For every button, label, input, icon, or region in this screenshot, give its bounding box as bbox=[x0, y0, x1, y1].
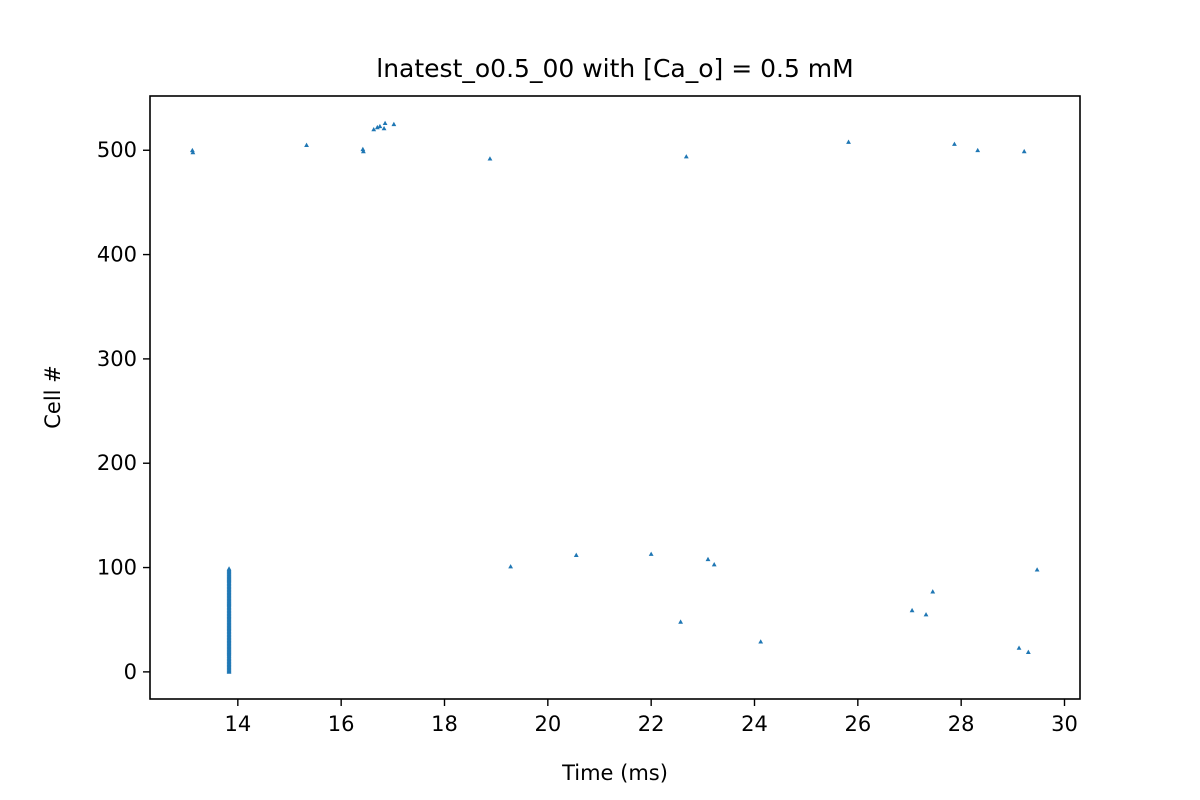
spike-point bbox=[381, 125, 387, 131]
x-tick-label: 24 bbox=[741, 712, 768, 736]
spike-point bbox=[189, 147, 195, 153]
spike-point bbox=[930, 589, 936, 594]
spike-point bbox=[360, 146, 366, 152]
x-tick-label: 16 bbox=[328, 712, 355, 736]
plot-frame bbox=[149, 95, 1081, 700]
spike-point bbox=[360, 148, 366, 154]
spike-point bbox=[1016, 645, 1022, 650]
spike-point bbox=[678, 619, 684, 624]
x-tick-label: 18 bbox=[431, 712, 458, 736]
x-tick-label: 14 bbox=[224, 712, 251, 736]
y-axis-title: Cell # bbox=[41, 365, 65, 429]
x-axis-title: Time (ms) bbox=[561, 761, 668, 785]
spike-point bbox=[508, 564, 514, 569]
spike-point bbox=[377, 123, 383, 129]
y-tick-label: 0 bbox=[124, 660, 137, 684]
spike-point bbox=[846, 139, 851, 144]
spike-point bbox=[648, 551, 654, 556]
spike-column-point bbox=[226, 566, 232, 571]
spike-point bbox=[711, 562, 717, 567]
spike-point bbox=[909, 607, 915, 613]
data-points bbox=[189, 120, 1040, 674]
spike-point bbox=[758, 639, 764, 644]
spike-point bbox=[573, 552, 579, 557]
spike-point bbox=[705, 556, 711, 562]
chart-title: lnatest_o0.5_00 with [Ca_o] = 0.5 mM bbox=[376, 54, 853, 83]
y-tick-label: 200 bbox=[97, 451, 137, 475]
spike-point bbox=[952, 141, 957, 146]
y-tick-label: 500 bbox=[97, 138, 137, 162]
y-tick-label: 400 bbox=[97, 243, 137, 267]
x-tick-label: 30 bbox=[1051, 712, 1078, 736]
spike-point bbox=[304, 142, 309, 147]
spike-point bbox=[1021, 148, 1027, 154]
spike-point bbox=[382, 120, 388, 126]
spike-point bbox=[1025, 649, 1031, 654]
spike-point bbox=[371, 126, 377, 132]
x-tick-label: 28 bbox=[948, 712, 975, 736]
y-tick-label: 100 bbox=[97, 556, 137, 580]
x-tick-label: 26 bbox=[844, 712, 871, 736]
spike-point bbox=[1034, 567, 1040, 572]
y-tick-label: 300 bbox=[97, 347, 137, 371]
spike-point bbox=[487, 156, 493, 161]
spike-point bbox=[391, 121, 397, 127]
spike-point bbox=[190, 149, 196, 155]
spike-point bbox=[975, 147, 981, 153]
spike-point bbox=[683, 154, 689, 159]
x-tick-label: 20 bbox=[534, 712, 561, 736]
spike-point bbox=[923, 612, 929, 617]
x-tick-label: 22 bbox=[638, 712, 665, 736]
